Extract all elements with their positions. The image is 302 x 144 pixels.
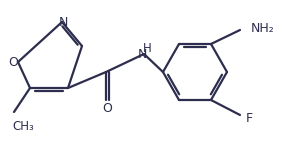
Text: N: N	[58, 17, 68, 30]
Text: F: F	[246, 111, 253, 125]
Text: N: N	[137, 49, 147, 61]
Text: O: O	[8, 56, 18, 70]
Text: H: H	[143, 41, 151, 54]
Text: O: O	[102, 102, 112, 114]
Text: NH₂: NH₂	[251, 22, 275, 36]
Text: CH₃: CH₃	[12, 120, 34, 133]
